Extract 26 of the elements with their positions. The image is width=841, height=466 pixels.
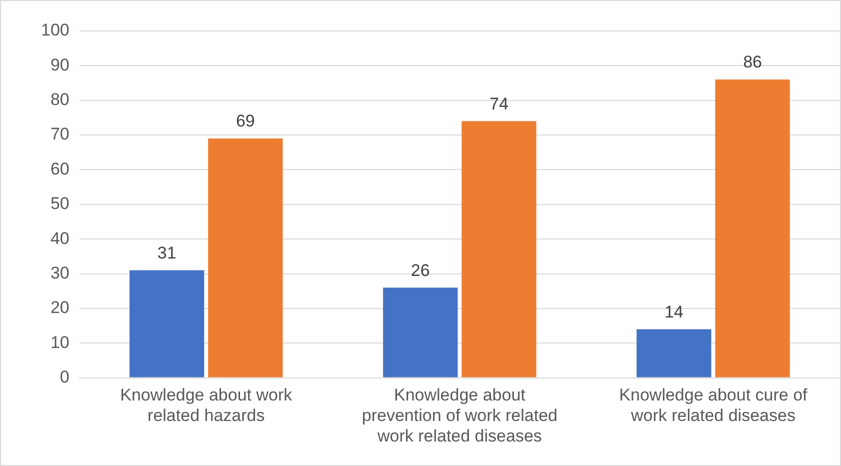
x-tick-label: Knowledge about work related hazards [120,386,293,426]
data-label: 69 [236,112,255,131]
y-tick-label: 30 [50,263,70,282]
y-tick-label: 10 [50,332,70,352]
y-tick-label: 50 [50,194,70,214]
y-tick-label: 90 [50,55,70,74]
y-tick-label: 70 [50,124,70,144]
bar [636,329,712,378]
y-tick-label: 80 [50,90,70,110]
data-label: 74 [490,94,508,114]
bar [715,80,790,378]
bar [462,121,536,378]
bar [383,288,458,378]
bar [208,138,283,378]
data-label: 86 [743,52,762,72]
y-tick-label: 0 [60,367,70,386]
x-tick-label: Knowledge about prevention of work related work related diseases [362,386,558,446]
data-label: 14 [664,302,684,322]
data-label: 31 [157,243,176,262]
y-tick-label: 20 [50,298,70,318]
y-tick-label: 40 [50,228,70,248]
y-tick-label: 100 [40,20,70,40]
data-label: 26 [410,260,430,280]
bar [130,270,204,378]
y-tick-label: 60 [50,159,70,178]
x-tick-label: Knowledge about cure of work related diseases [619,386,808,426]
